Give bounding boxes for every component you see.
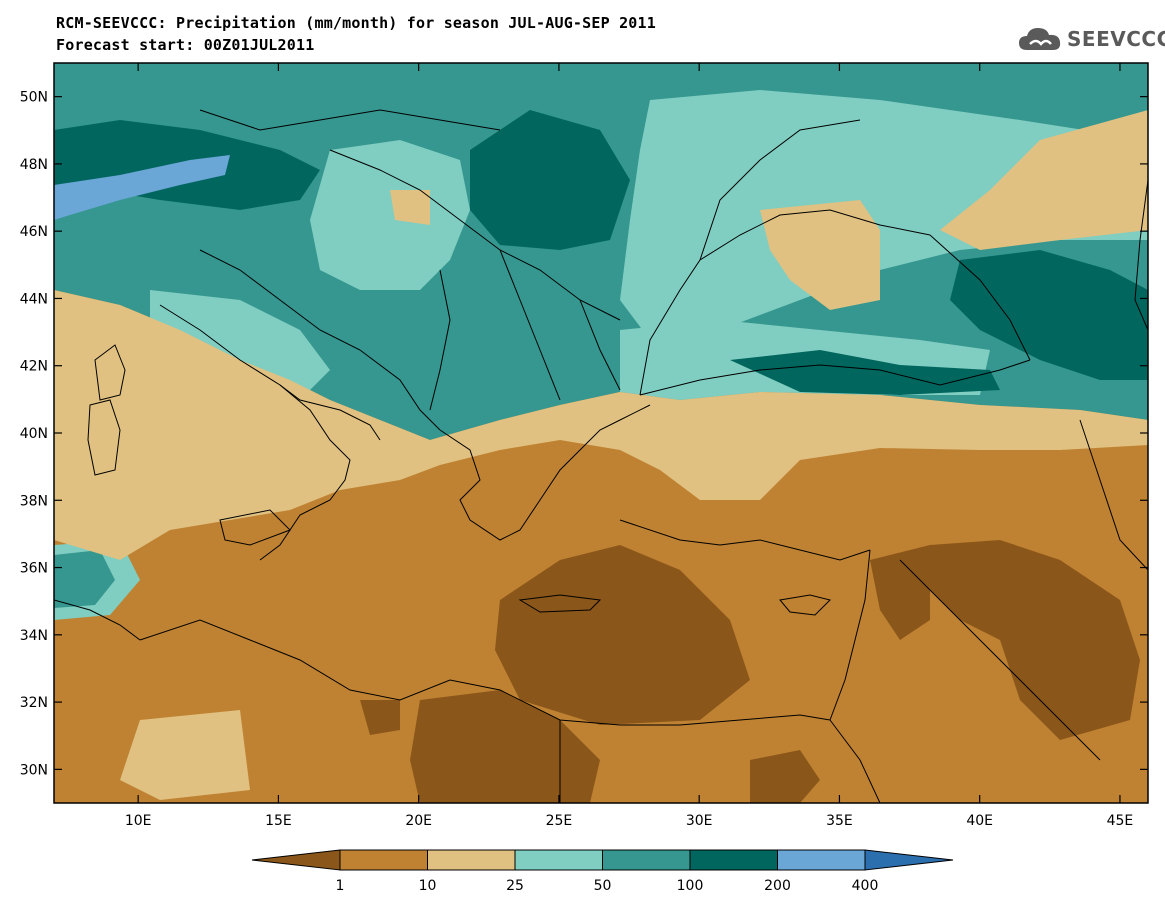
lon-label: 40E [966, 813, 993, 829]
lon-label: 45E [1107, 813, 1134, 829]
lat-label: 36N [20, 561, 48, 577]
map-title: RCM-SEEVCCC: Precipitation (mm/month) fo… [56, 14, 656, 32]
colorbar: 1 10 25 50 100 200 400 [251, 849, 954, 894]
colorbar-above-arrow [864, 849, 954, 871]
lon-label: 15E [265, 813, 292, 829]
logo-text: SEEVCCC [1067, 27, 1165, 51]
colorbar-label: 400 [852, 878, 879, 894]
coastlines [54, 109, 1148, 803]
precipitation-field [54, 63, 1148, 803]
lat-label: 38N [20, 493, 48, 509]
colorbar-segment [339, 849, 428, 871]
colorbar-label: 25 [506, 878, 524, 894]
lat-label: 30N [20, 762, 48, 778]
colorbar-label: 100 [677, 878, 704, 894]
lon-label: 30E [686, 813, 713, 829]
colorbar-label: 200 [764, 878, 791, 894]
lat-label: 34N [20, 628, 48, 644]
colorbar-segment [602, 849, 691, 871]
colorbar-segment [689, 849, 778, 871]
lat-label: 46N [20, 224, 48, 240]
lat-label: 44N [20, 291, 48, 307]
colorbar-label: 10 [419, 878, 437, 894]
lat-label: 40N [20, 426, 48, 442]
lon-label: 25E [546, 813, 573, 829]
colorbar-below-arrow [251, 849, 341, 871]
colorbar-segment [427, 849, 516, 871]
colorbar-label: 1 [336, 878, 345, 894]
cloud-icon [1019, 28, 1061, 50]
latitude-axis: 50N 48N 46N 44N 42N 40N 38N 36N 34N 32N 30N [20, 90, 1148, 778]
lat-label: 32N [20, 695, 48, 711]
colorbar-segment [514, 849, 603, 871]
lat-label: 42N [20, 359, 48, 375]
longitude-axis: 10E 15E 20E 25E 30E 35E 40E 45E [125, 63, 1133, 829]
lon-label: 10E [125, 813, 152, 829]
forecast-start-label: Forecast start: 00Z01JUL2011 [56, 36, 315, 54]
colorbar-label: 50 [594, 878, 612, 894]
seevccc-logo: SEEVCCC [1017, 22, 1165, 56]
colorbar-segment [777, 849, 866, 871]
lat-label: 50N [20, 90, 48, 106]
lon-label: 20E [405, 813, 432, 829]
lon-label: 35E [826, 813, 853, 829]
lat-label: 48N [20, 157, 48, 173]
